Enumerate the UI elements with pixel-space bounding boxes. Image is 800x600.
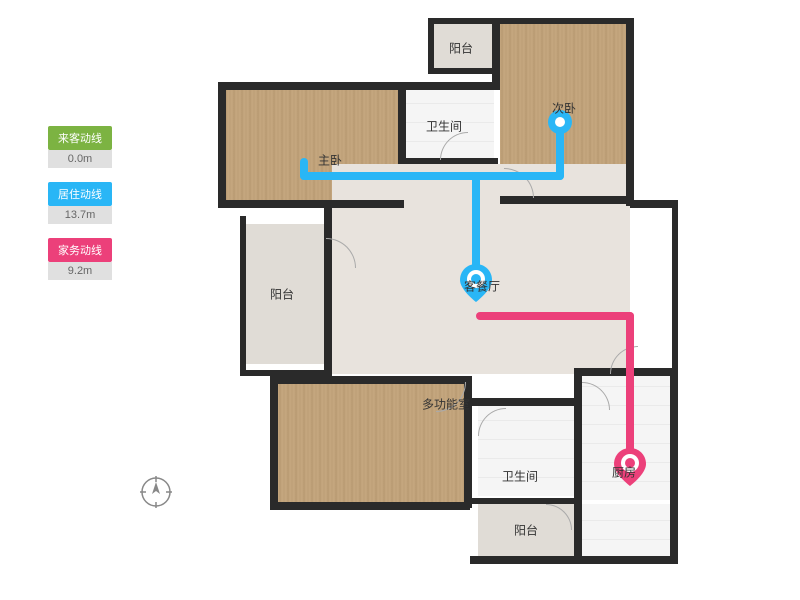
wall-segment <box>218 200 404 208</box>
room-label-second-bedroom: 次卧 <box>552 100 576 117</box>
legend-visitor-label: 来客动线 <box>48 126 112 150</box>
legend-living-value: 13.7m <box>48 206 112 224</box>
wall-segment <box>470 556 678 564</box>
wall-segment <box>574 368 582 564</box>
wall-segment <box>324 208 332 376</box>
legend-living: 居住动线 13.7m <box>48 182 112 224</box>
room-kitchen-ext <box>582 504 672 558</box>
legend-visitor-value: 0.0m <box>48 150 112 168</box>
wall-segment <box>492 18 500 90</box>
wall-segment <box>218 82 500 90</box>
compass-icon <box>138 474 174 515</box>
room-label-multi-room: 多功能室 <box>422 396 470 413</box>
wall-segment <box>240 216 246 376</box>
wall-segment <box>670 368 678 564</box>
legend-housework: 家务动线 9.2m <box>48 238 112 280</box>
wall-segment <box>428 18 632 24</box>
legend-housework-value: 9.2m <box>48 262 112 280</box>
flow-housework-segment <box>626 312 634 460</box>
wall-segment <box>218 82 226 208</box>
flow-living-segment <box>300 158 308 180</box>
wall-segment <box>626 18 634 206</box>
wall-segment <box>270 502 470 510</box>
room-label-balcony-mid: 阳台 <box>270 286 294 303</box>
wall-segment <box>630 200 678 208</box>
room-label-kitchen: 厨房 <box>612 464 636 481</box>
legend-housework-label: 家务动线 <box>48 238 112 262</box>
legend-visitor: 来客动线 0.0m <box>48 126 112 168</box>
wall-segment <box>398 82 406 164</box>
room-label-bathroom-1: 卫生间 <box>426 118 462 135</box>
room-label-balcony-top: 阳台 <box>449 40 473 57</box>
room-label-bathroom-2: 卫生间 <box>502 468 538 485</box>
wall-segment <box>428 18 434 72</box>
legend-living-label: 居住动线 <box>48 182 112 206</box>
legend-panel: 来客动线 0.0m 居住动线 13.7m 家务动线 9.2m <box>48 126 112 294</box>
room-label-master-bedroom: 主卧 <box>318 152 342 169</box>
flow-living-segment <box>300 172 564 180</box>
room-label-living-dining: 客餐厅 <box>464 278 500 295</box>
wall-segment <box>464 398 580 406</box>
wall-segment <box>672 200 678 372</box>
floorplan: 阳台次卧主卧卫生间阳台客餐厅多功能室卫生间厨房阳台 <box>200 18 770 588</box>
flow-housework-segment <box>476 312 634 320</box>
wall-segment <box>428 68 496 74</box>
room-label-balcony-bottom: 阳台 <box>514 522 538 539</box>
wall-segment <box>470 498 578 504</box>
wall-segment <box>270 376 278 508</box>
